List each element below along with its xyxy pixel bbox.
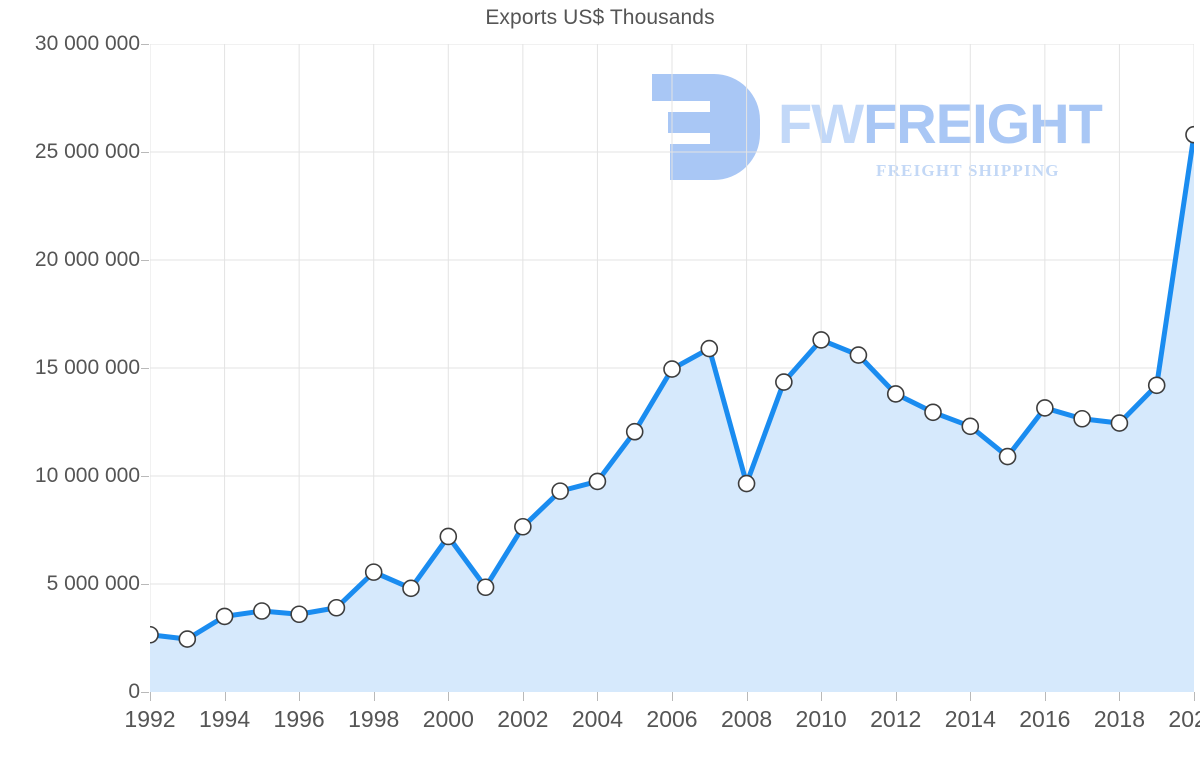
data-point-marker xyxy=(663,360,681,378)
data-point-marker xyxy=(1185,125,1194,144)
data-point-marker xyxy=(253,602,271,620)
y-axis-tick-label: 10 000 000 xyxy=(34,464,140,487)
data-point-marker xyxy=(924,403,942,422)
y-axis-tick-mark xyxy=(141,368,149,369)
data-point-marker xyxy=(290,605,308,624)
data-point-marker xyxy=(1073,409,1091,428)
y-axis-tick-label: 30 000 000 xyxy=(34,32,140,55)
data-point-marker xyxy=(775,373,793,391)
data-point-marker xyxy=(961,417,980,436)
chart-svg xyxy=(150,44,1194,692)
x-axis-tick-mark xyxy=(1119,692,1121,701)
x-axis-tick-label: 1992 xyxy=(124,706,176,732)
y-axis-tick-mark xyxy=(141,476,149,477)
data-point-marker xyxy=(998,447,1017,466)
data-point-marker xyxy=(327,598,346,617)
data-point-marker xyxy=(476,578,495,597)
x-axis-tick-label: 2002 xyxy=(497,706,549,732)
x-axis-tick-mark xyxy=(821,692,823,701)
y-axis-tick-mark xyxy=(141,584,149,585)
y-axis-tick-label: 5 000 000 xyxy=(46,572,140,595)
x-axis-tick-label: 2016 xyxy=(1019,706,1071,732)
data-point-marker xyxy=(514,517,532,536)
x-axis-tick-label: 2000 xyxy=(422,706,474,732)
data-point-marker xyxy=(849,346,868,364)
y-axis-tick-mark xyxy=(141,152,149,153)
y-axis-tick-label: 20 000 000 xyxy=(34,248,140,271)
data-point-marker xyxy=(215,607,234,626)
x-axis-tick-mark xyxy=(1194,692,1195,701)
x-axis-tick-mark xyxy=(970,692,972,701)
data-point-marker xyxy=(1147,376,1166,395)
y-axis: 0 5 000 000 10 000 000 15 000 000 20 000 000… xyxy=(0,0,149,763)
data-point-marker xyxy=(886,385,905,403)
data-point-marker xyxy=(1110,414,1129,432)
data-point-marker xyxy=(1036,399,1054,417)
data-point-marker xyxy=(150,625,159,644)
x-axis-tick-mark xyxy=(895,692,897,701)
y-axis-tick-mark xyxy=(141,260,149,261)
x-axis-tick-label: 2020 xyxy=(1168,706,1200,732)
data-point-marker xyxy=(812,331,830,349)
x-axis-tick-label: 2008 xyxy=(720,706,773,732)
data-point-marker xyxy=(588,472,607,491)
data-point-marker xyxy=(700,339,719,358)
data-point-markers xyxy=(150,125,1194,648)
data-point-marker xyxy=(402,579,420,598)
x-axis-tick-mark xyxy=(597,692,599,701)
x-axis-tick-mark xyxy=(522,692,524,701)
y-axis-tick-label: 15 000 000 xyxy=(34,356,140,379)
x-axis-tick-mark xyxy=(1044,692,1046,701)
data-point-marker xyxy=(625,422,644,441)
x-axis-tick-label: 2018 xyxy=(1093,706,1146,732)
x-axis-tick-label: 2006 xyxy=(646,706,698,732)
x-axis-tick-label: 2010 xyxy=(795,706,847,732)
data-point-marker xyxy=(364,563,383,581)
x-axis-tick-label: 1998 xyxy=(348,706,400,732)
x-axis-tick-mark xyxy=(224,692,226,701)
x-axis-tick-mark xyxy=(746,692,748,701)
x-axis-tick-mark xyxy=(373,692,375,701)
plot-area xyxy=(150,44,1194,692)
x-axis-tick-mark xyxy=(448,692,450,701)
data-point-marker xyxy=(737,474,756,493)
x-axis-tick-label: 2012 xyxy=(870,706,922,732)
x-axis-tick-mark xyxy=(299,692,301,701)
x-axis-tick-mark xyxy=(150,692,151,701)
data-point-marker xyxy=(178,630,197,648)
x-axis-tick-label: 1994 xyxy=(198,706,251,732)
data-point-marker xyxy=(551,482,569,500)
y-axis-tick-mark xyxy=(141,44,149,45)
area-fill xyxy=(150,134,1194,692)
x-axis-tick-mark xyxy=(672,692,673,701)
data-point-marker xyxy=(439,527,458,546)
y-axis-tick-label: 0 xyxy=(128,680,140,703)
y-axis-tick-mark xyxy=(141,692,149,693)
chart-title: Exports US$ Thousands xyxy=(485,6,715,29)
x-axis-tick-label: 2014 xyxy=(944,706,996,732)
y-axis-tick-label: 25 000 000 xyxy=(34,140,140,163)
x-axis-tick-label: 2004 xyxy=(571,706,624,732)
x-axis-tick-label: 1996 xyxy=(273,706,325,732)
